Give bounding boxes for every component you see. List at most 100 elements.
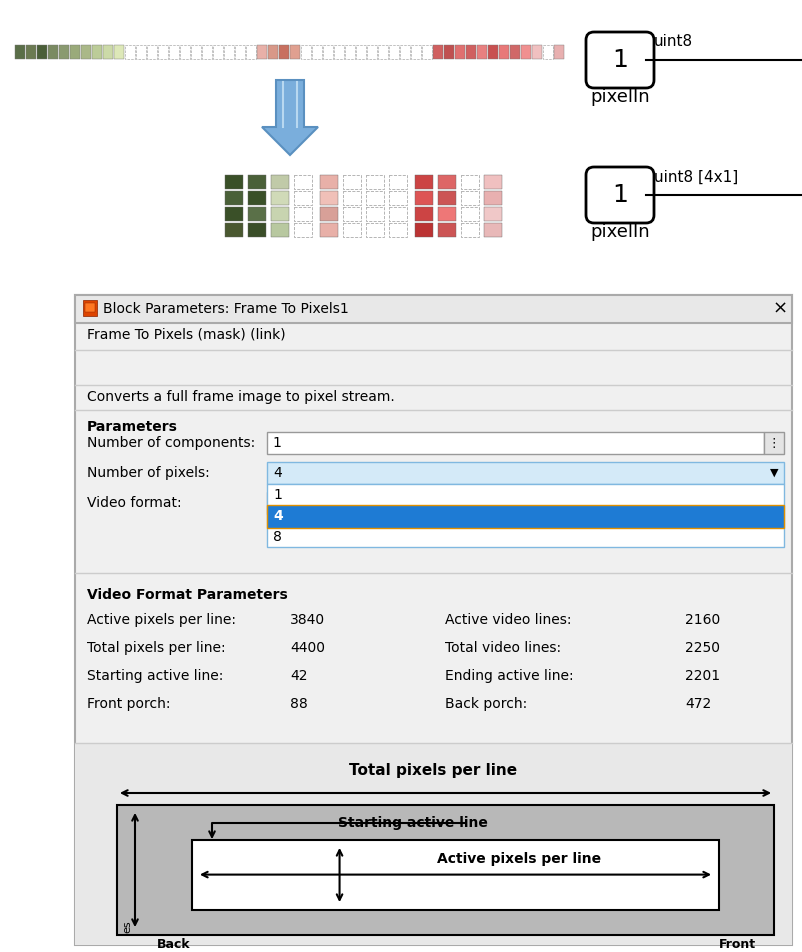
Bar [438,223,456,237]
Bar [248,223,266,237]
Bar [235,45,245,59]
Bar [301,45,311,59]
Bar [267,432,764,454]
Text: pixelIn: pixelIn [590,223,650,241]
Bar [461,223,479,237]
Bar [484,191,502,205]
Bar [461,175,479,189]
Bar [271,191,289,205]
Bar [411,45,421,59]
Text: 1: 1 [272,436,281,450]
Text: 1: 1 [612,183,628,207]
Bar [248,191,266,205]
Bar [484,223,502,237]
Text: Ending active line:: Ending active line: [445,669,573,683]
Bar [158,45,168,59]
Bar [225,191,243,205]
Bar [225,207,243,221]
Text: Active pixels per line: Active pixels per line [436,852,601,865]
Bar [415,207,433,221]
Bar [477,45,487,59]
Bar [764,432,784,454]
Bar [343,191,361,205]
Bar [290,45,300,59]
FancyBboxPatch shape [586,32,654,88]
Bar [415,175,433,189]
Bar [268,45,278,59]
Bar [312,45,322,59]
Bar [334,45,344,59]
Bar [37,45,47,59]
Bar [320,175,338,189]
Text: Parameters: Parameters [87,420,178,434]
Text: Active pixels per line:: Active pixels per line: [87,613,236,627]
Bar [267,505,784,528]
Bar [136,45,146,59]
Bar [422,45,432,59]
Text: Front: Front [719,939,755,951]
Bar [225,175,243,189]
Text: 2250: 2250 [685,641,720,655]
Bar [343,175,361,189]
Bar [415,223,433,237]
Bar [147,45,157,59]
Bar [345,45,355,59]
Text: pixelIn: pixelIn [590,88,650,106]
Bar [48,45,58,59]
Bar [366,207,384,221]
Text: Video format:: Video format: [87,496,181,510]
Text: Back: Back [157,939,191,951]
Text: 2201: 2201 [685,669,720,683]
Bar [543,45,553,59]
Bar [466,45,476,59]
Text: 472: 472 [685,697,711,711]
Bar [267,484,784,547]
Bar [267,492,429,514]
Bar [461,207,479,221]
Bar [279,45,289,59]
Text: 1: 1 [612,48,628,72]
Text: Number of components:: Number of components: [87,436,255,450]
Text: Number of pixels:: Number of pixels: [87,466,210,480]
Bar [366,191,384,205]
Bar [415,191,433,205]
Bar [320,207,338,221]
FancyBboxPatch shape [586,167,654,223]
Bar [15,45,25,59]
Bar [484,207,502,221]
Bar [26,45,36,59]
Bar [117,805,774,935]
Text: Front porch:: Front porch: [87,697,171,711]
Text: Block Parameters: Frame To Pixels1: Block Parameters: Frame To Pixels1 [103,302,349,316]
Bar [433,45,443,59]
Bar [554,45,564,59]
Bar [192,840,719,910]
Bar [323,45,333,59]
Bar [271,207,289,221]
Bar [366,175,384,189]
Text: ×: × [772,300,788,318]
Bar [191,45,201,59]
Text: es: es [122,921,132,933]
Bar [389,207,407,221]
Text: Active video lines:: Active video lines: [445,613,572,627]
Bar [499,45,509,59]
Bar [125,45,135,59]
Bar [484,175,502,189]
Bar [257,45,267,59]
Bar [510,45,520,59]
Text: ▼: ▼ [770,468,778,478]
Bar [103,45,113,59]
Bar [271,175,289,189]
Bar [367,45,377,59]
Bar [75,295,792,945]
Bar [246,45,256,59]
Bar [213,45,223,59]
Bar [224,45,234,59]
Bar [294,191,312,205]
Bar [389,175,407,189]
Text: 2160: 2160 [685,613,720,627]
Bar [169,45,179,59]
Bar [294,223,312,237]
Bar [225,223,243,237]
